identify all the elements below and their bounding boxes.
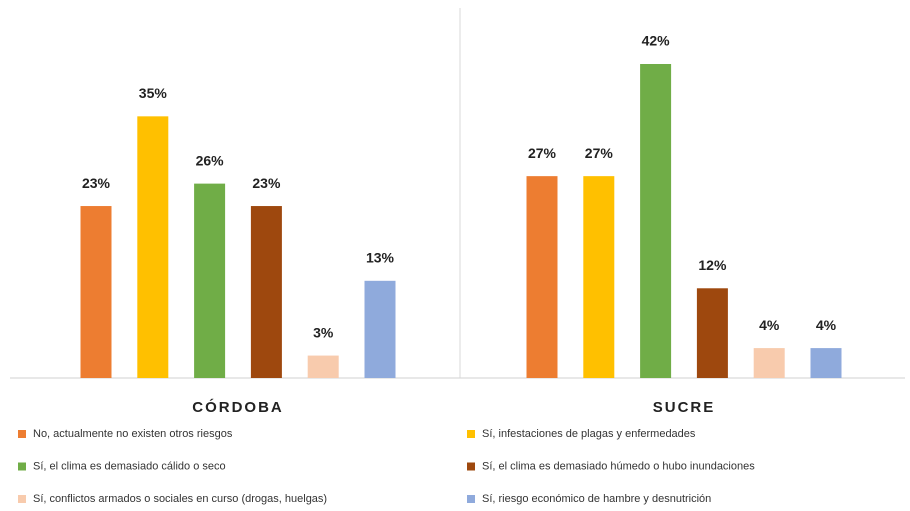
data-label: 35% — [139, 85, 168, 101]
bar — [80, 206, 112, 378]
bar — [640, 64, 672, 378]
data-label: 13% — [366, 250, 395, 266]
bar — [696, 288, 728, 378]
data-label: 12% — [698, 257, 727, 273]
data-label: 42% — [642, 33, 671, 49]
bar — [194, 183, 226, 378]
bar — [753, 348, 785, 378]
legend-swatch — [467, 462, 475, 471]
data-label: 4% — [816, 317, 837, 333]
data-label: 3% — [313, 324, 334, 340]
legend-swatch — [467, 430, 475, 438]
bar — [250, 206, 282, 378]
data-label: 27% — [585, 145, 614, 161]
legend-label: Sí, conflictos armados o sociales en cur… — [33, 493, 327, 505]
bar — [137, 116, 169, 378]
data-label: 26% — [196, 152, 225, 168]
legend-label: Sí, el clima es demasiado cálido o seco — [33, 460, 226, 472]
category-label: CÓRDOBA — [192, 398, 284, 416]
data-label: 4% — [759, 317, 780, 333]
bar — [526, 176, 558, 378]
legend-swatch — [467, 495, 475, 503]
data-label: 23% — [252, 175, 281, 191]
legend-swatch — [18, 462, 26, 471]
bar — [810, 348, 842, 378]
legend-label: No, actualmente no existen otros riesgos — [33, 428, 233, 440]
legend-swatch — [18, 430, 26, 438]
legend-label: Sí, riesgo económico de hambre y desnutr… — [482, 493, 711, 505]
bar — [307, 355, 339, 378]
legend-swatch — [18, 495, 26, 503]
legend-label: Sí, el clima es demasiado húmedo o hubo … — [482, 460, 755, 472]
legend-label: Sí, infestaciones de plagas y enfermedad… — [482, 428, 696, 440]
bar — [364, 280, 396, 378]
data-label: 27% — [528, 145, 557, 161]
data-label: 23% — [82, 175, 111, 191]
bar — [583, 176, 615, 378]
category-label: SUCRE — [653, 399, 716, 416]
